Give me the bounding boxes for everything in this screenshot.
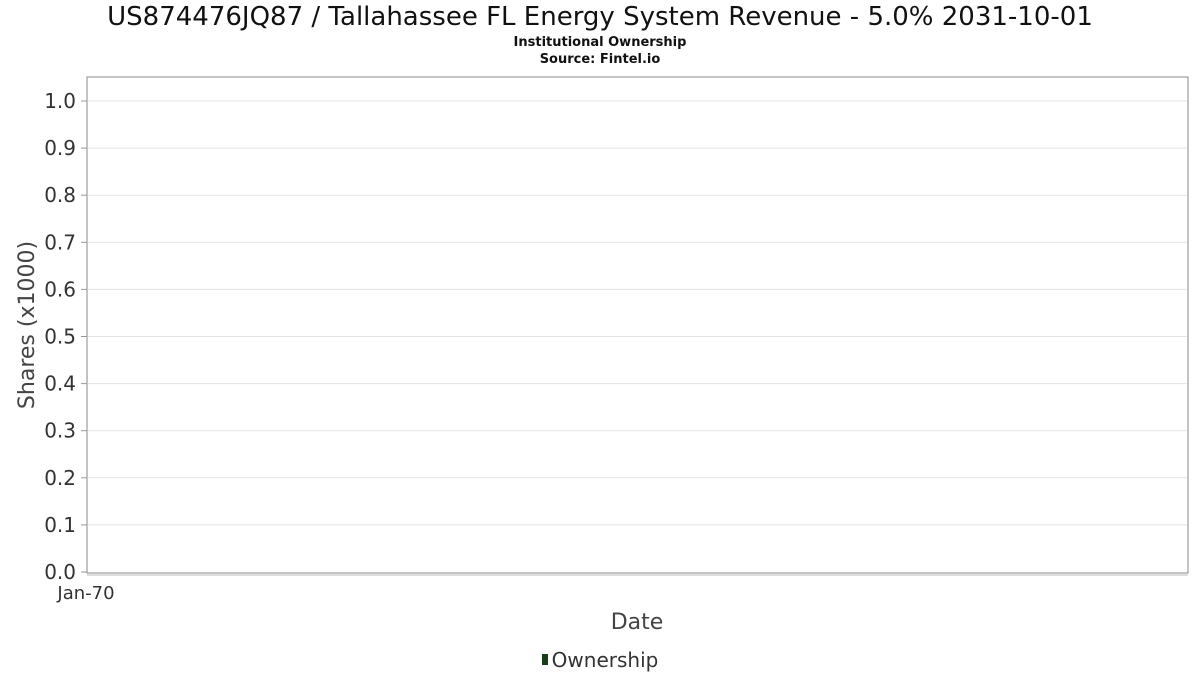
x-tick-label: Jan-70 — [56, 583, 114, 604]
plot-area — [86, 76, 1189, 574]
chart-subtitle: Institutional Ownership — [513, 35, 687, 50]
y-tick-label: 0.3 — [44, 419, 76, 443]
y-tick-label: 1.0 — [44, 89, 76, 113]
y-tick-label: 0.5 — [44, 325, 76, 349]
y-axis-label: Shares (x1000) — [15, 241, 40, 409]
y-tick-label: 0.9 — [44, 136, 76, 160]
y-tick-label: 0.8 — [44, 183, 76, 207]
chart-source: Source: Fintel.io — [539, 52, 661, 67]
y-tick-label: 0.1 — [44, 513, 76, 537]
y-tick-label: 0.2 — [44, 466, 76, 490]
legend-swatch-ownership — [541, 654, 548, 665]
legend: Ownership — [0, 648, 1200, 672]
y-tick-label: 0.6 — [44, 277, 76, 301]
y-tick-label: 0.7 — [44, 230, 76, 254]
y-tick-label: 0.4 — [44, 372, 76, 396]
y-tick-label: 0.0 — [44, 560, 76, 584]
legend-label-ownership: Ownership — [551, 648, 659, 672]
chart-title: US874476JQ87 / Tallahassee FL Energy Sys… — [107, 2, 1093, 32]
x-axis-label: Date — [611, 610, 664, 635]
